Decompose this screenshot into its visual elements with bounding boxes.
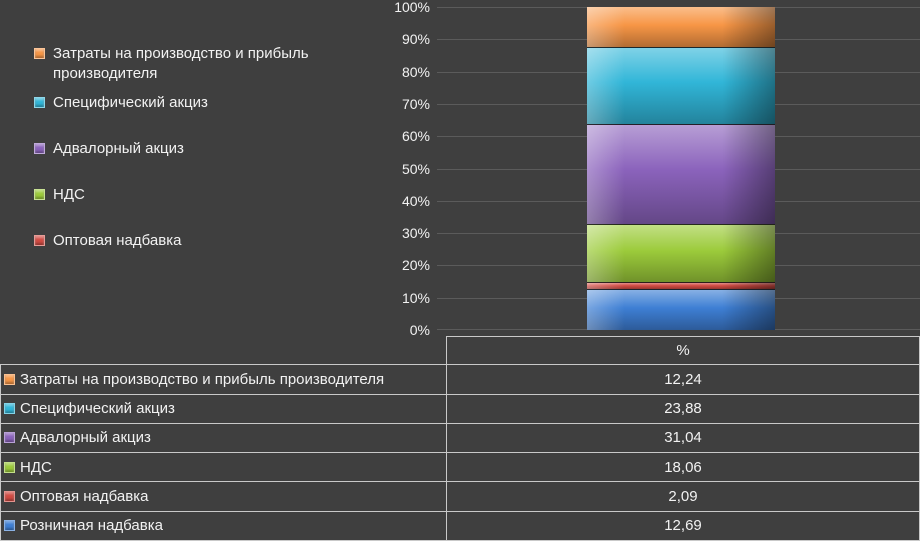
table-row-label: НДС bbox=[20, 458, 52, 476]
y-axis-tick: 100% bbox=[394, 0, 430, 15]
table-key-swatch-icon bbox=[4, 461, 15, 473]
y-axis: 100% 90% 80% 70% 60% 50% 40% 30% 20% 10% 0% bbox=[350, 0, 430, 338]
table-row-1-label-cell: Затраты на производство и прибыль произв… bbox=[0, 365, 447, 395]
bar-segment-4[interactable] bbox=[587, 223, 775, 283]
bar-segment-3[interactable] bbox=[587, 123, 775, 224]
y-axis-tick: 20% bbox=[401, 257, 430, 274]
y-axis-tick: 40% bbox=[401, 192, 430, 209]
bar-segment-1[interactable] bbox=[587, 7, 775, 47]
legend-swatch-icon bbox=[34, 235, 45, 246]
table-row-5-label-cell: Оптовая надбавка bbox=[0, 482, 447, 512]
legend-swatch-icon bbox=[34, 189, 45, 200]
legend-item-2[interactable]: Специфический акциз bbox=[34, 93, 334, 113]
table-header-percent-cell: % bbox=[447, 336, 920, 366]
table-key-swatch-icon bbox=[4, 491, 15, 503]
table-row-5-value-cell: 2,09 bbox=[447, 482, 920, 512]
table-row-2-value-cell: 23,88 bbox=[447, 394, 920, 424]
y-axis-tick: 10% bbox=[401, 289, 430, 306]
table-key-swatch-icon bbox=[4, 373, 15, 385]
legend-item-label: Затраты на производство и прибыль произв… bbox=[53, 45, 309, 82]
table-row-3-value-cell: 31,04 bbox=[447, 423, 920, 454]
table-header-blank-cell bbox=[0, 336, 447, 366]
bar-segment-5[interactable] bbox=[587, 282, 775, 289]
y-axis-tick: 0% bbox=[409, 322, 430, 338]
table-row-3-label-cell: Адвалорный акциз bbox=[0, 423, 447, 454]
table-row-4-label-cell: НДС bbox=[0, 453, 447, 483]
y-axis-tick: 50% bbox=[401, 160, 430, 177]
legend-swatch-icon bbox=[34, 97, 45, 108]
legend-item-3[interactable]: Адвалорный акциз bbox=[34, 139, 334, 159]
legend-item-label: Оптовая надбавка bbox=[53, 232, 182, 249]
legend-item-label: НДС bbox=[53, 186, 85, 203]
table-row-1-value-cell: 12,24 bbox=[447, 365, 920, 395]
table-row-label: Затраты на производство и прибыль произв… bbox=[20, 370, 385, 388]
y-axis-tick: 90% bbox=[401, 31, 430, 48]
legend-item-label: Адвалорный акциз bbox=[53, 140, 184, 157]
legend-swatch-icon bbox=[34, 48, 45, 59]
table-row-label: Специфический акциз bbox=[20, 400, 175, 418]
table-row-label: Адвалорный акциз bbox=[20, 429, 151, 447]
legend-item-4[interactable]: НДС bbox=[34, 185, 334, 205]
table-row-label: Розничная надбавка bbox=[20, 517, 163, 535]
legend-item-label: Специфический акциз bbox=[53, 94, 208, 111]
y-axis-tick: 30% bbox=[401, 225, 430, 242]
data-table: % Затраты на производство и прибыль прои… bbox=[0, 336, 920, 541]
table-row-6-value-cell: 12,69 bbox=[447, 511, 920, 541]
y-axis-tick: 80% bbox=[401, 63, 430, 80]
table-key-swatch-icon bbox=[4, 432, 15, 444]
y-axis-tick: 70% bbox=[401, 95, 430, 112]
table-row-6-label-cell: Розничная надбавка bbox=[0, 511, 447, 541]
legend-item-5[interactable]: Оптовая надбавка bbox=[34, 231, 334, 251]
bar-segment-6[interactable] bbox=[587, 288, 775, 330]
table-row-4-value-cell: 18,06 bbox=[447, 453, 920, 483]
bar-segment-2[interactable] bbox=[587, 46, 775, 124]
table-key-swatch-icon bbox=[4, 520, 15, 532]
y-axis-tick: 60% bbox=[401, 128, 430, 145]
legend-swatch-icon bbox=[34, 143, 45, 154]
table-key-swatch-icon bbox=[4, 403, 15, 415]
stacked-bar[interactable] bbox=[587, 7, 775, 330]
plot-area bbox=[437, 7, 920, 330]
table-row-2-label-cell: Специфический акциз bbox=[0, 394, 447, 424]
table-row-label: Оптовая надбавка bbox=[20, 488, 149, 506]
legend-item-1[interactable]: Затраты на производство и прибыль произв… bbox=[34, 44, 334, 84]
